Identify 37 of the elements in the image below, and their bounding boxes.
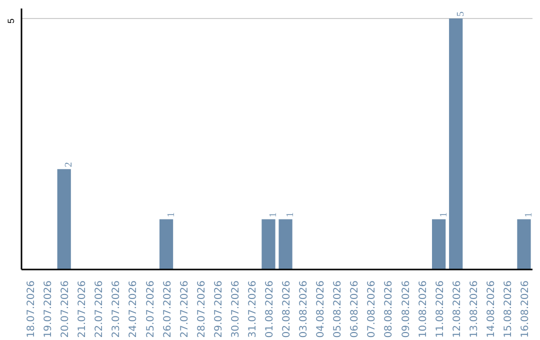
x-tick-label: 30.07.2026	[230, 280, 242, 338]
x-tick-label: 08.08.2026	[384, 280, 395, 338]
x-tick-label: 03.08.2026	[298, 280, 310, 338]
x-tick-label: 16.08.2026	[520, 280, 531, 338]
x-tick-label: 31.07.2026	[247, 280, 258, 338]
data-label: 1	[523, 212, 534, 218]
x-tick-label: 02.08.2026	[282, 280, 293, 338]
x-tick-label: 01.08.2026	[264, 280, 276, 338]
x-tick-label: 12.08.2026	[452, 280, 463, 338]
data-label: 1	[438, 212, 450, 218]
x-tick-label: 22.07.2026	[94, 280, 106, 338]
x-tick-label: 04.08.2026	[316, 280, 327, 338]
x-tick-label: 27.07.2026	[179, 280, 190, 338]
x-tick-label: 15.08.2026	[502, 280, 514, 338]
x-tick-label: 26.07.2026	[162, 280, 174, 338]
x-tick-label: 29.07.2026	[213, 280, 224, 338]
data-label: 2	[64, 162, 75, 168]
x-tick-label: 21.07.2026	[77, 280, 88, 338]
x-tick-label: 07.08.2026	[366, 280, 378, 338]
x-tick-label: 19.07.2026	[43, 280, 54, 338]
x-tick-label: 14.08.2026	[486, 280, 497, 338]
data-label: 1	[285, 212, 296, 218]
data-label: 1	[166, 212, 177, 218]
x-tick-label: 18.07.2026	[26, 280, 38, 338]
x-tick-label: 25.07.2026	[145, 280, 156, 338]
x-tick-label: 11.08.2026	[434, 280, 446, 338]
data-label: 1	[268, 212, 279, 218]
x-tick-label: 05.08.2026	[332, 280, 344, 338]
x-tick-label: 09.08.2026	[400, 280, 412, 338]
x-tick-label: 24.07.2026	[128, 280, 140, 338]
x-tick-label: 06.08.2026	[350, 280, 361, 338]
x-tick-label: 10.08.2026	[418, 280, 429, 338]
x-tick-label: 13.08.2026	[468, 280, 480, 338]
x-tick-label: 20.07.2026	[60, 280, 72, 338]
x-tick-label: 28.07.2026	[196, 280, 208, 338]
data-label: 5	[455, 12, 466, 17]
x-tick-label: 23.07.2026	[111, 280, 122, 338]
